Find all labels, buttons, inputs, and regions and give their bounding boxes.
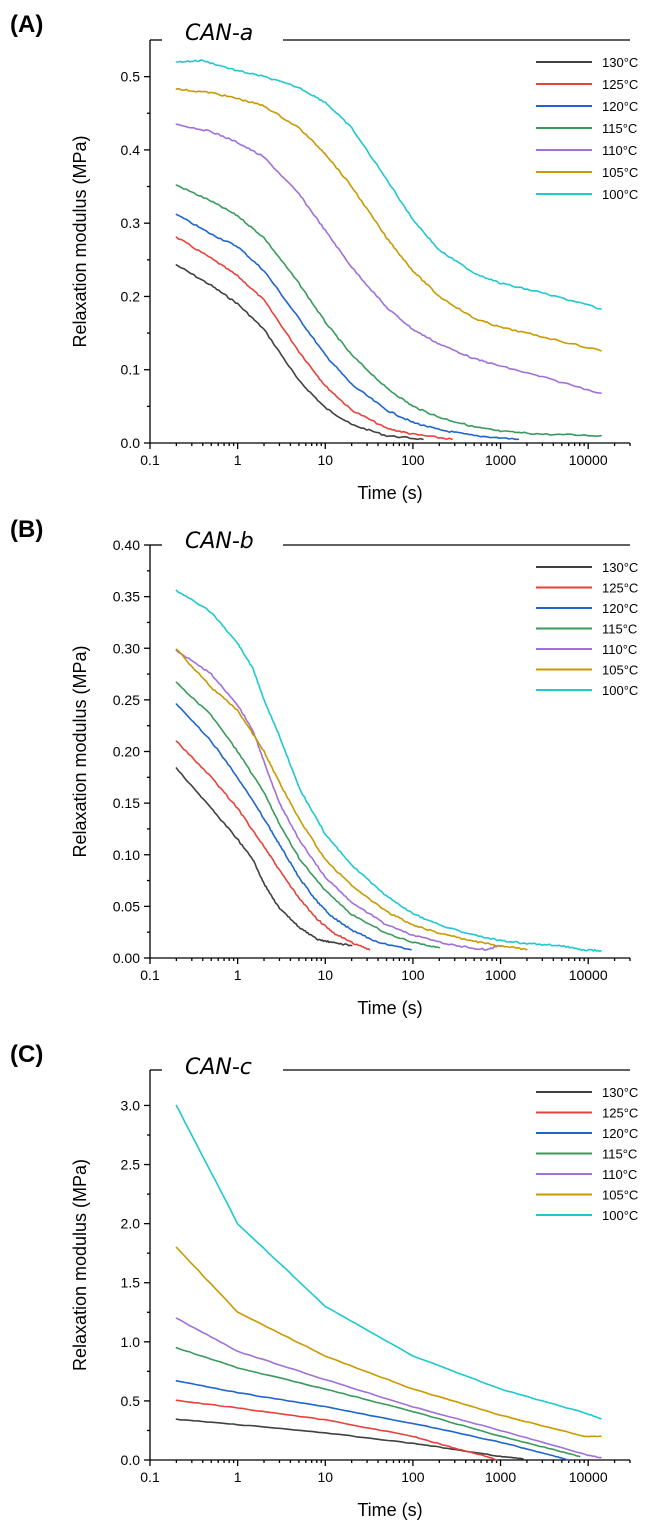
x-tick-label-b: 100 <box>401 967 425 983</box>
legend-label-a: 120°C <box>602 99 638 114</box>
series-line-c-125c <box>175 1399 498 1461</box>
legend-label-a: 110°C <box>602 143 637 158</box>
x-tick-label-a: 100 <box>401 452 425 468</box>
y-tick-label-c: 0.0 <box>121 1452 141 1468</box>
legend-label-a: 105°C <box>602 165 638 180</box>
series-line-b-100c <box>175 589 602 952</box>
series-line-a-110c <box>175 123 602 394</box>
x-tick-label-c: 10 <box>317 1469 333 1485</box>
x-axis-title-c: Time (s) <box>357 1500 422 1520</box>
y-tick-label-c: 2.5 <box>121 1157 141 1173</box>
series-line-a-130c <box>175 264 424 441</box>
y-axis-title-c: Relaxation modulus (MPa) <box>70 1159 90 1371</box>
y-tick-label-b: 0.35 <box>113 589 140 605</box>
series-line-c-120c <box>175 1380 570 1461</box>
legend-label-b: 120°C <box>602 601 638 616</box>
series-line-c-110c <box>175 1317 602 1459</box>
x-tick-label-c: 1000 <box>485 1469 516 1485</box>
legend-label-a: 130°C <box>602 55 638 70</box>
x-axis-title-a: Time (s) <box>357 483 422 503</box>
chart-title-b: CAN-b <box>185 529 254 554</box>
series-line-b-110c <box>175 649 502 951</box>
legend-label-b: 125°C <box>602 581 638 596</box>
y-tick-label-a: 0.4 <box>121 142 141 158</box>
panel-c: (C) CAN-c 0.1 1 10 100 1000 10000 0.0 0.5 1.0 1.5 2.… <box>10 1041 638 1520</box>
y-tick-label-a: 0.5 <box>121 69 141 85</box>
legend-label-c: 100°C <box>602 1208 638 1223</box>
y-tick-label-b: 0.10 <box>113 847 140 863</box>
legend-label-b: 110°C <box>602 642 637 657</box>
y-tick-label-b: 0.30 <box>113 640 140 656</box>
legend-label-b: 105°C <box>602 663 638 678</box>
y-tick-label-c: 1.5 <box>121 1275 141 1291</box>
panel-label-a: (A) <box>10 11 43 38</box>
legend-label-c: 105°C <box>602 1188 638 1203</box>
series-line-a-105c <box>175 87 602 352</box>
legend-label-c: 125°C <box>602 1106 638 1121</box>
series-line-b-120c <box>175 703 412 951</box>
x-tick-label-b: 1000 <box>485 967 516 983</box>
panel-b: (B) CAN-b 0.1 1 10 100 1000 10000 0.00 0.05 0.10 0.… <box>10 516 638 1018</box>
y-tick-label-a: 0.2 <box>121 288 141 304</box>
y-tick-label-c: 1.0 <box>121 1334 141 1350</box>
y-tick-label-c: 0.5 <box>121 1393 141 1409</box>
legend-label-c: 110°C <box>602 1167 637 1182</box>
x-tick-label-a: 1000 <box>485 452 516 468</box>
x-tick-label-a: 10000 <box>569 452 608 468</box>
y-axis-title-a: Relaxation modulus (MPa) <box>70 135 90 347</box>
y-tick-label-a: 0.1 <box>121 362 141 378</box>
chart-title-a: CAN-a <box>185 21 253 46</box>
legend-label-c: 120°C <box>602 1126 638 1141</box>
legend-label-a: 115°C <box>602 121 637 136</box>
x-tick-label-c: 0.1 <box>140 1469 160 1485</box>
x-tick-label-c: 10000 <box>569 1469 608 1485</box>
x-tick-label-a: 10 <box>317 452 333 468</box>
x-tick-label-b: 1 <box>234 967 242 983</box>
legend-label-c: 115°C <box>602 1147 637 1162</box>
series-line-a-120c <box>175 213 520 441</box>
legend-label-a: 100°C <box>602 187 638 202</box>
x-tick-label-c: 100 <box>401 1469 425 1485</box>
legend-label-a: 125°C <box>602 77 638 92</box>
series-line-c-105c <box>175 1246 602 1438</box>
panel-label-b: (B) <box>10 516 43 543</box>
legend-label-b: 115°C <box>602 622 637 637</box>
chart-title-c: CAN-c <box>185 1055 252 1080</box>
x-tick-label-b: 0.1 <box>140 967 160 983</box>
y-tick-label-b: 0.25 <box>113 692 140 708</box>
series-line-b-115c <box>175 681 441 949</box>
panel-label-c: (C) <box>10 1041 43 1068</box>
legend-label-b: 130°C <box>602 560 638 575</box>
series-line-b-105c <box>175 648 528 951</box>
panel-a: (A) CAN-a0.1 1 10 100 1000 100000.00.10.20.30.… <box>10 11 638 503</box>
x-tick-label-b: 10000 <box>569 967 608 983</box>
series-line-a-100c <box>175 59 602 310</box>
y-tick-label-b: 0.20 <box>113 744 140 760</box>
y-axis-title-b: Relaxation modulus (MPa) <box>70 645 90 857</box>
y-tick-label-b: 0.40 <box>113 537 140 553</box>
legend-label-c: 130°C <box>602 1085 638 1100</box>
x-tick-label-b: 10 <box>317 967 333 983</box>
series-line-b-125c <box>175 740 371 951</box>
y-tick-label-b: 0.05 <box>113 898 140 914</box>
series-line-c-130c <box>175 1418 524 1460</box>
y-tick-label-b: 0.00 <box>113 950 140 966</box>
x-tick-label-a: 1 <box>234 452 242 468</box>
series-line-b-130c <box>175 767 353 947</box>
y-tick-label-c: 2.0 <box>121 1216 141 1232</box>
series-line-c-115c <box>175 1346 581 1458</box>
y-tick-label-c: 3.0 <box>121 1097 141 1113</box>
series-line-a-125c <box>175 236 453 441</box>
legend-label-b: 100°C <box>602 683 638 698</box>
series-line-a-115c <box>175 184 602 437</box>
y-tick-label-a: 0.3 <box>121 215 141 231</box>
x-tick-label-a: 0.1 <box>140 452 160 468</box>
x-axis-title-b: Time (s) <box>357 998 422 1018</box>
series-line-c-100c <box>175 1104 602 1420</box>
y-tick-label-a: 0.0 <box>121 435 141 451</box>
y-tick-label-b: 0.15 <box>113 795 140 811</box>
x-tick-label-c: 1 <box>234 1469 242 1485</box>
